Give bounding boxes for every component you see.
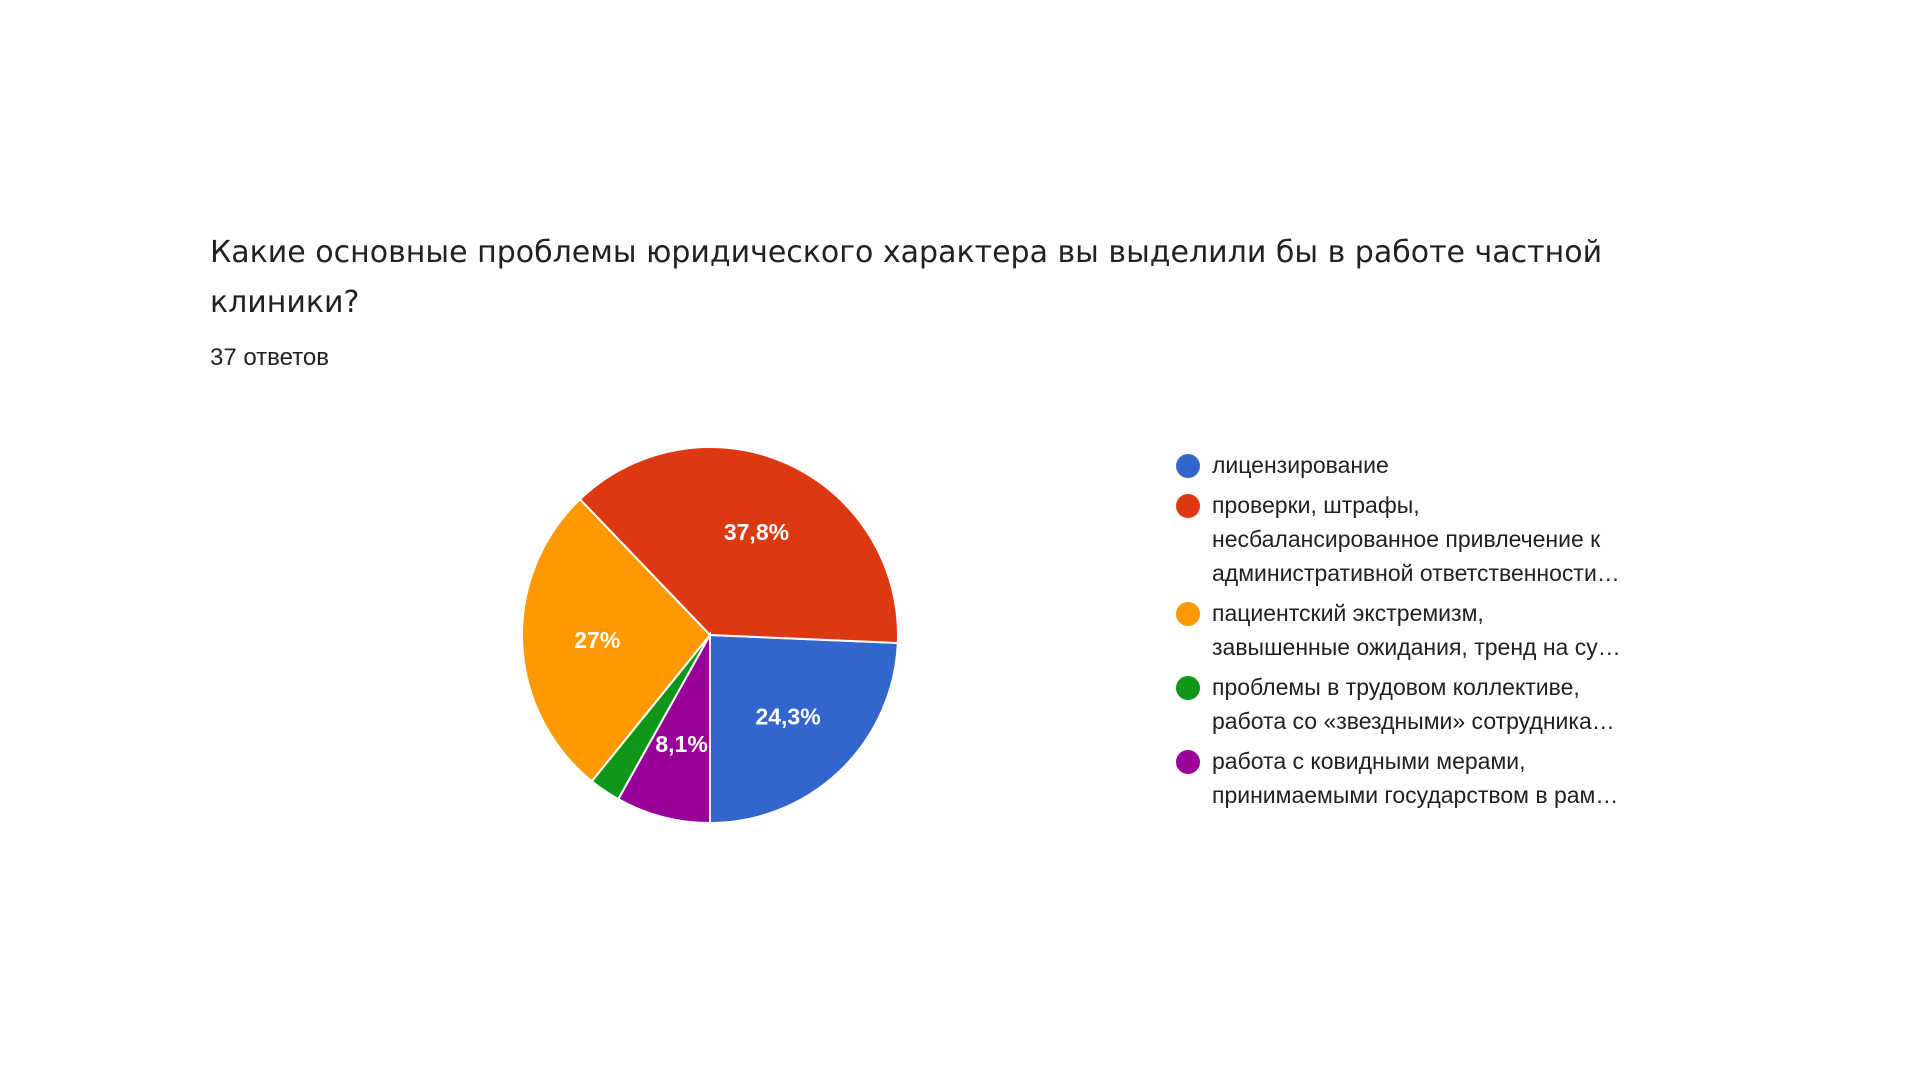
legend-label: административной ответственности…	[1212, 560, 1620, 586]
slice-label-1: 37,8%	[724, 519, 789, 545]
legend-item-0[interactable]: лицензирование	[1176, 448, 1696, 482]
pie-slice-4	[616, 631, 711, 825]
legend-label: лицензирование	[1212, 452, 1389, 478]
legend-label: проверки, штрафы,	[1212, 492, 1420, 518]
legend-label: завышенные ожидания, тренд на су…	[1212, 634, 1621, 660]
pie-slice-2	[521, 497, 712, 783]
chart-legend: лицензирование проверки, штрафы, несбаланс…	[1176, 448, 1696, 818]
legend-marker-icon	[1176, 602, 1200, 626]
legend-marker-icon	[1176, 750, 1200, 774]
legend-marker-icon	[1176, 494, 1200, 518]
response-count: 37 ответов	[210, 344, 330, 371]
legend-label: работа с ковидными мерами,	[1212, 748, 1526, 774]
legend-item-3[interactable]: проблемы в трудовом коллективе, работа со…	[1176, 670, 1696, 738]
legend-marker-icon	[1176, 454, 1200, 478]
pie-slice-1	[578, 446, 899, 645]
legend-label: принимаемыми государством в рам…	[1212, 782, 1619, 808]
legend-label: несбалансированное привлечение к	[1212, 526, 1601, 552]
chart-title: Какие основные проблемы юридического хар…	[210, 235, 1603, 320]
legend-label: работа со «звездными» сотрудника…	[1212, 708, 1615, 734]
legend-marker-icon	[1176, 676, 1200, 700]
legend-label: пациентский экстремизм,	[1212, 600, 1484, 626]
slice-label-0: 24,3%	[755, 703, 820, 729]
legend-item-2[interactable]: пациентский экстремизм, завышенные ожидан…	[1176, 596, 1696, 664]
slice-label-2: 27%	[574, 627, 620, 653]
legend-label: проблемы в трудовом коллективе,	[1212, 674, 1580, 700]
legend-item-4[interactable]: работа с ковидными мерами, принимаемыми г…	[1176, 744, 1696, 812]
legend-item-1[interactable]: проверки, штрафы, несбалансированное прив…	[1176, 488, 1696, 590]
pie-slice-0	[709, 633, 899, 825]
slice-label-4: 8,1%	[655, 731, 707, 757]
pie-chart: 24,3% 37,8% 27% 8,1%	[521, 446, 899, 825]
